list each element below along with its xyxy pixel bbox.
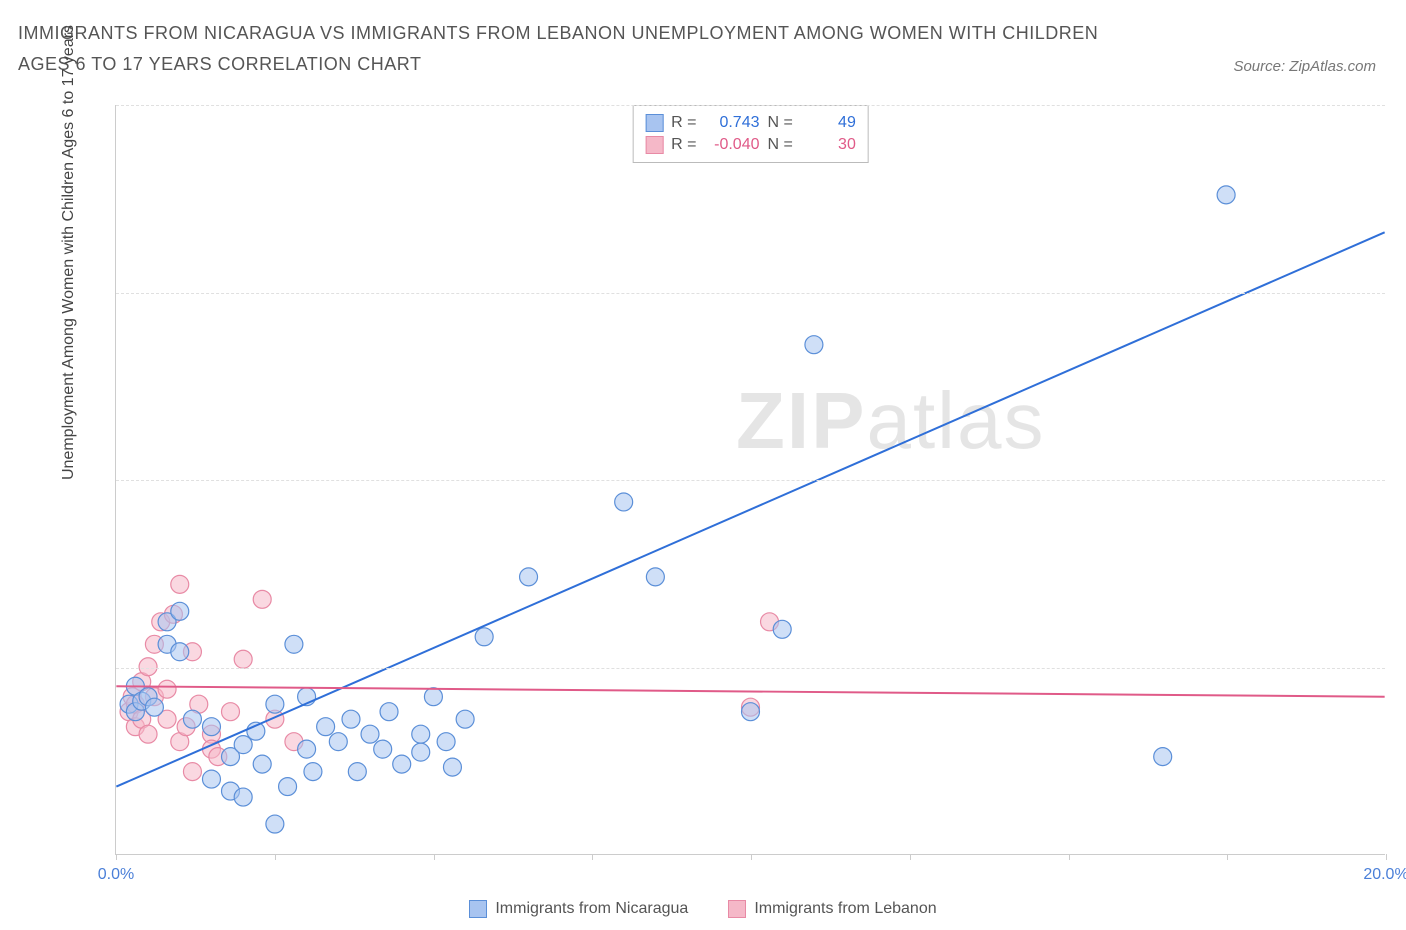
y-axis-label: Unemployment Among Women with Children A… [60,25,78,480]
y-tick-label: 25.0% [1395,471,1406,489]
stats-row-0: R = 0.743 N = 49 [645,112,856,134]
legend-item-1: Immigrants from Lebanon [728,900,936,918]
r-value-0: 0.743 [705,114,760,132]
r-label: R = [671,136,696,154]
r-label: R = [671,114,696,132]
n-value-1: 30 [801,136,856,154]
bottom-legend: Immigrants from Nicaragua Immigrants fro… [0,900,1406,918]
legend-label-1: Immigrants from Lebanon [754,900,936,918]
swatch-series-0 [645,114,663,132]
legend-label-0: Immigrants from Nicaragua [495,900,688,918]
x-tick-label: 20.0% [1363,866,1406,884]
y-tick-label: 12.5% [1395,659,1406,677]
legend-item-0: Immigrants from Nicaragua [469,900,688,918]
chart-container: IMMIGRANTS FROM NICARAGUA VS IMMIGRANTS … [0,0,1406,930]
stats-box: R = 0.743 N = 49 R = -0.040 N = 30 [632,105,869,163]
legend-swatch-0 [469,900,487,918]
x-tick-label: 0.0% [98,866,134,884]
chart-title: IMMIGRANTS FROM NICARAGUA VS IMMIGRANTS … [18,18,1118,79]
n-label: N = [768,136,793,154]
legend-swatch-1 [728,900,746,918]
n-value-0: 49 [801,114,856,132]
n-label: N = [768,114,793,132]
y-tick-label: 37.5% [1395,284,1406,302]
y-tick-label: 50.0% [1395,96,1406,114]
r-value-1: -0.040 [705,136,760,154]
stats-row-1: R = -0.040 N = 30 [645,134,856,156]
source-attribution: Source: ZipAtlas.com [1233,58,1376,75]
swatch-series-1 [645,136,663,154]
plot-area: ZIPatlas R = 0.743 N = 49 R = -0.040 N =… [115,105,1385,855]
